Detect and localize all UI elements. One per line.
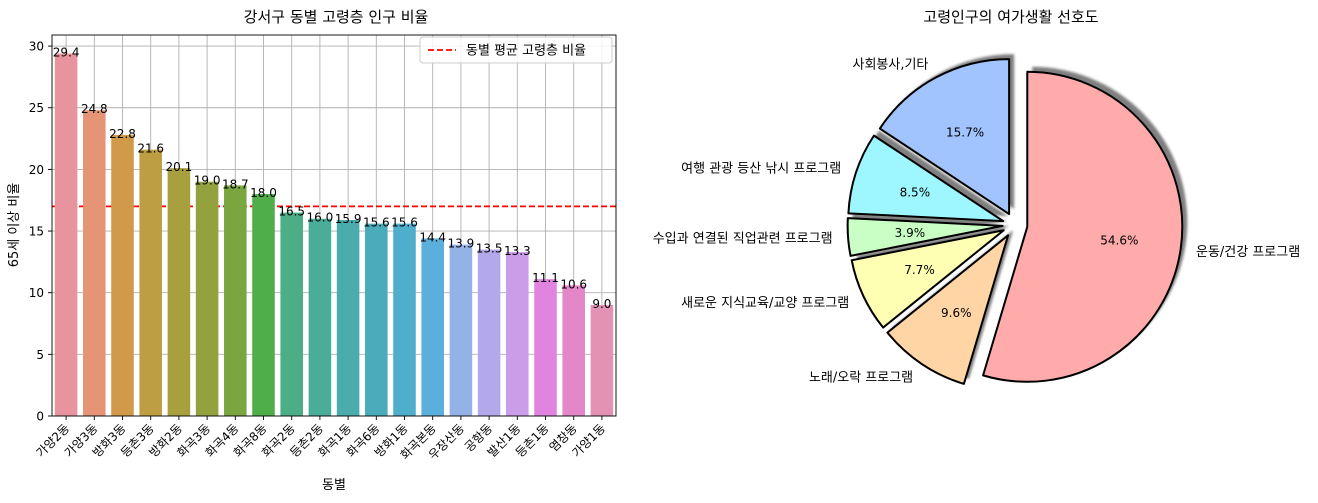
y-tick-label: 15 — [29, 225, 44, 239]
pie-slice — [846, 217, 1004, 257]
x-axis-label: 동별 — [322, 478, 346, 493]
bar-value-label: 15.6 — [391, 216, 418, 230]
legend: 동별 평균 고령층 비율 — [419, 36, 613, 64]
bar — [590, 305, 614, 416]
pie-pct-label: 54.6% — [1100, 234, 1138, 248]
bar — [224, 185, 247, 416]
y-axis-ticks: 0 5 10 15 20 25 30 — [29, 40, 52, 424]
bar-chart-title: 강서구 동별 고령층 인구 비율 — [244, 8, 429, 26]
bar-value-label: 18.7 — [222, 177, 249, 191]
y-tick-label: 25 — [29, 101, 44, 115]
bar-value-label: 13.5 — [476, 242, 503, 256]
bar-value-label: 11.1 — [532, 271, 559, 285]
bar-chart: 강서구 동별 고령층 인구 비율 29.4 24.822.821.620.119.… — [7, 8, 617, 493]
bar — [421, 238, 444, 416]
legend-entry-label: 동별 평균 고령층 비율 — [466, 44, 586, 59]
bar-value-label: 14.4 — [419, 230, 446, 244]
bar-value-label: 15.6 — [363, 216, 390, 230]
pie-slice — [850, 229, 1005, 329]
pie-slice — [886, 234, 1010, 385]
bar — [139, 149, 162, 416]
pie-chart-title: 고령인구의 여가생활 선호도 — [923, 8, 1098, 26]
bar-value-label: 18.0 — [250, 186, 277, 200]
bar-value-label: 24.8 — [81, 102, 108, 116]
pie-pct-label: 3.9% — [895, 226, 926, 240]
bar-value-label: 20.1 — [166, 160, 193, 174]
pie-category-label: 수입과 연결된 직업관련 프로그램 — [653, 232, 833, 247]
pie-labels: 54.6% 운동/건강 프로그램 9.6% 노래/오락 프로그램 7.7% 새로운 지식교… — [653, 57, 1300, 385]
bar-series — [54, 53, 614, 416]
bar-value-label: 13.9 — [448, 237, 475, 251]
bar-value-label: 10.6 — [560, 277, 587, 291]
bar-value-label: 29.4 — [53, 45, 80, 59]
bar — [111, 134, 134, 416]
bar-value-label: 19.0 — [194, 174, 221, 188]
bar — [562, 285, 585, 416]
pie-slice — [878, 58, 1011, 216]
bar-value-label: 21.6 — [137, 142, 164, 156]
pie-category-label: 여행 관광 등산 낚시 프로그램 — [681, 160, 841, 176]
pie-category-label: 운동/건강 프로그램 — [1196, 245, 1300, 260]
bar-value-label: 16.5 — [278, 205, 305, 219]
bar-plot-frame — [51, 34, 617, 417]
y-tick-label: 30 — [29, 40, 44, 54]
pie-pct-label: 8.5% — [900, 186, 931, 200]
pie-category-label: 노래/오락 프로그램 — [809, 370, 913, 385]
pie-category-label: 사회봉사,기타 — [852, 57, 928, 72]
bar — [393, 223, 416, 416]
bar-value-labels: 29.4 24.822.821.620.119.0 18.718.016.5 16.0… — [53, 45, 612, 311]
bar — [252, 194, 275, 416]
bar-value-label: 9.0 — [592, 297, 611, 311]
bar — [365, 223, 388, 416]
bar — [167, 168, 191, 416]
bar — [336, 219, 360, 416]
bar — [477, 249, 501, 416]
pie-slice — [847, 134, 1005, 223]
bar-value-label: 15.9 — [335, 212, 362, 226]
bar — [308, 218, 332, 416]
pie-pct-label: 15.7% — [946, 126, 984, 140]
bar-value-label: 13.3 — [504, 244, 531, 258]
pie-slices — [846, 58, 1184, 385]
y-axis-label: 65세 이상 비율 — [7, 183, 22, 268]
bar — [54, 53, 78, 416]
pie-pct-label: 9.6% — [941, 306, 972, 320]
bar — [280, 212, 303, 416]
bar-value-label: 16.0 — [307, 211, 334, 225]
pie-pct-label: 7.7% — [904, 263, 935, 277]
bar — [534, 279, 557, 416]
pie-chart: 고령인구의 여가생활 선호도 54.6% 운동/건강 프로그램 9.6% 노래/오락 … — [653, 8, 1300, 385]
x-axis-ticks: 가양2동가양3동방화3동등촌3동방화2동화곡3동화곡4동화곡8동화곡2동등촌2동… — [33, 416, 608, 462]
legend-box — [419, 36, 613, 64]
y-tick-label: 20 — [29, 163, 44, 177]
bar — [506, 252, 529, 416]
pie-slice — [982, 70, 1184, 383]
bar-value-label: 22.8 — [109, 127, 136, 141]
pie-category-label: 새로운 지식교육/교양 프로그램 — [681, 296, 849, 311]
bar — [195, 181, 219, 416]
bar — [449, 244, 473, 416]
bar — [83, 110, 106, 416]
y-tick-label: 0 — [36, 410, 44, 424]
y-tick-label: 10 — [29, 286, 44, 300]
y-tick-label: 5 — [36, 348, 44, 362]
